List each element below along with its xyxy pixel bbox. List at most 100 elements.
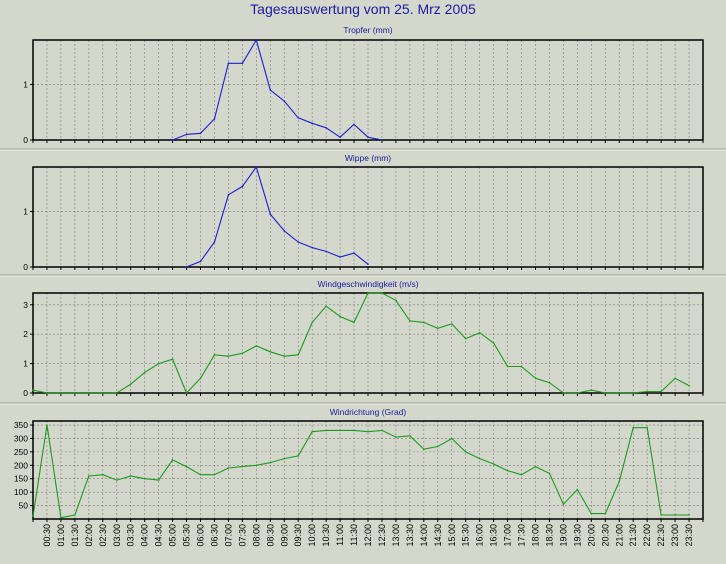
y-tick-label: 200 — [14, 460, 28, 470]
data-point — [618, 480, 621, 483]
data-point — [101, 392, 104, 394]
y-tick-label: 100 — [14, 487, 28, 497]
y-tick-label: 350 — [14, 420, 28, 430]
series-line — [172, 38, 383, 141]
x-tick-label: 11:00 — [335, 524, 345, 546]
data-point — [269, 89, 272, 91]
x-tick-label: 16:00 — [475, 524, 485, 547]
data-point — [381, 429, 383, 432]
data-point — [241, 185, 244, 188]
data-point — [423, 448, 425, 450]
data-point — [478, 457, 481, 460]
x-tick-label: 06:30 — [209, 524, 219, 547]
data-point — [409, 434, 411, 437]
data-point — [534, 465, 537, 468]
x-tick-label: 10:00 — [307, 524, 317, 547]
x-tick-label: 12:00 — [363, 524, 373, 547]
data-point — [283, 100, 286, 102]
data-point — [74, 514, 76, 516]
data-point — [185, 392, 188, 394]
data-point — [325, 250, 327, 253]
data-point — [450, 323, 453, 325]
data-point — [269, 351, 272, 353]
data-point — [241, 352, 244, 355]
x-tick-label: 19:30 — [572, 524, 582, 547]
data-point — [227, 467, 230, 469]
y-tick-label: 1 — [23, 206, 28, 216]
data-point — [157, 362, 160, 365]
chart-panel-3: Windgeschwindigkeit (m/s) 0 1 2 3 — [23, 279, 704, 398]
data-point — [562, 503, 565, 506]
data-point — [548, 381, 551, 384]
data-point — [199, 473, 202, 476]
data-point — [283, 230, 286, 232]
x-tick-label: 11:30 — [349, 524, 359, 546]
x-tick-label: 19:00 — [558, 524, 568, 547]
x-tick-label: 03:30 — [126, 524, 136, 547]
data-point — [213, 118, 216, 120]
panel-title: Tropfer (mm) — [343, 25, 392, 35]
chart-panel-1: Tropfer (mm) 0 1 — [23, 25, 704, 145]
y-tick-label: 50 — [19, 501, 29, 511]
data-point — [88, 392, 90, 394]
x-tick-label: 23:00 — [670, 524, 680, 547]
x-tick-label: 00:30 — [42, 524, 52, 547]
data-point — [492, 342, 495, 344]
data-point — [423, 321, 425, 324]
data-point — [395, 436, 397, 438]
x-tick-label: 17:00 — [503, 524, 513, 547]
data-point — [590, 389, 593, 391]
x-tick-label: 10:30 — [321, 524, 331, 547]
data-point — [367, 136, 369, 139]
y-tick-label: 1 — [23, 359, 28, 369]
data-point — [269, 213, 272, 216]
data-point — [74, 392, 76, 394]
y-tick-label: 150 — [14, 474, 28, 484]
x-tick-label: 22:00 — [642, 524, 652, 547]
y-tick-label: 250 — [14, 447, 28, 457]
data-point — [60, 516, 62, 519]
x-tick-label: 08:30 — [265, 524, 275, 547]
x-tick-label: 07:30 — [237, 524, 247, 547]
data-point — [46, 392, 48, 394]
x-tick-label: 18:00 — [531, 524, 541, 547]
data-point — [143, 371, 146, 374]
data-point — [297, 455, 300, 457]
x-tick-label: 06:00 — [196, 524, 206, 547]
data-point — [353, 252, 355, 254]
data-point — [674, 377, 676, 380]
data-point — [185, 465, 188, 468]
x-tick-label: 20:30 — [600, 524, 610, 547]
data-point — [227, 62, 230, 65]
data-point — [548, 472, 551, 475]
x-tick-label: 22:30 — [656, 524, 666, 547]
data-point — [576, 488, 579, 491]
data-point — [199, 132, 202, 135]
x-tick-label: 05:00 — [168, 524, 178, 547]
data-point — [297, 353, 300, 356]
x-tick-label: 15:00 — [447, 524, 457, 547]
y-tick-label: 300 — [14, 433, 28, 443]
x-tick-label: 09:30 — [293, 524, 303, 547]
data-point — [367, 430, 369, 433]
x-tick-label: 21:00 — [614, 524, 624, 547]
x-tick-label: 08:00 — [251, 524, 261, 547]
x-tick-label: 23:30 — [684, 524, 694, 547]
data-point — [60, 392, 62, 394]
data-point — [367, 292, 369, 294]
x-tick-label: 03:00 — [112, 524, 122, 547]
data-point — [520, 473, 523, 476]
x-tick-label: 14:30 — [433, 524, 443, 547]
data-point — [604, 392, 607, 394]
y-tick-label: 0 — [23, 262, 28, 272]
x-tick-label: 02:30 — [98, 524, 108, 547]
chart-panel-2: Wippe (mm) 0 1 — [23, 153, 704, 272]
x-tick-label: 01:00 — [56, 524, 66, 547]
x-tick-label: 12:30 — [377, 524, 387, 547]
data-point — [115, 392, 118, 394]
x-tick-label: 15:30 — [461, 524, 471, 547]
data-point — [395, 299, 397, 302]
series-line — [32, 292, 690, 394]
data-point — [129, 383, 132, 385]
